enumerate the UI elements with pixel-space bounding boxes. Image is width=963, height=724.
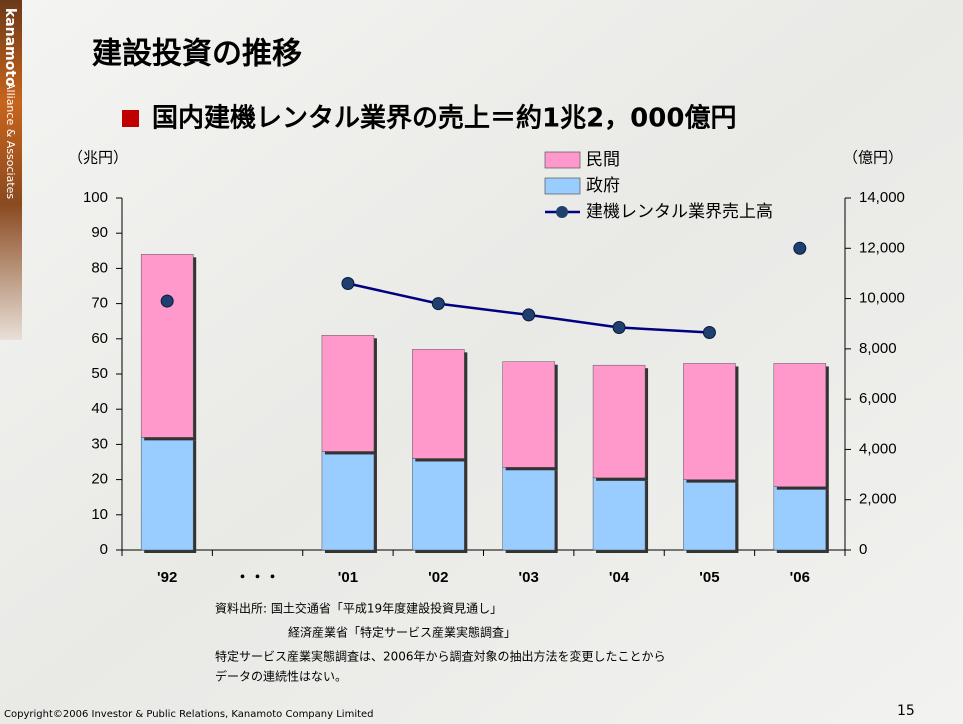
y2-tick-label: 10,000 <box>859 290 905 307</box>
point <box>793 241 807 255</box>
x-tick-label: '92 <box>157 569 177 586</box>
y2-tick-label: 4,000 <box>859 440 897 457</box>
y2-tick-label: 8,000 <box>859 340 897 357</box>
y2-tick-label: 12,000 <box>859 239 905 256</box>
y2-tick-label: 14,000 <box>859 189 905 206</box>
y-tick-label: 50 <box>91 365 108 382</box>
y2-axis-label: （億円） <box>843 149 903 167</box>
note: 資料出所: 国土交通省「平成19年度建設投資見通し」 <box>215 601 502 616</box>
legend-swatch <box>544 177 581 195</box>
bar <box>412 349 465 459</box>
y-tick-label: 40 <box>91 400 108 417</box>
copyright: Copyright©2006 Investor & Public Relatio… <box>4 709 374 720</box>
note: 特定サービス産業実態調査は、2006年から調査対象の抽出方法を変更したことから <box>215 649 666 664</box>
bullet <box>122 110 139 127</box>
y-tick-label: 10 <box>91 506 108 523</box>
note: 経済産業省「特定サービス産業実態調査」 <box>288 625 516 640</box>
y-axis-label: （兆円） <box>68 149 128 167</box>
legend-swatch <box>544 151 581 169</box>
x-tick-label: '05 <box>699 569 719 586</box>
legend-label: 民間 <box>586 150 620 170</box>
logo-tagline: Alliance & Associates <box>4 82 17 199</box>
title: 建設投資の推移 <box>92 37 302 72</box>
bar <box>592 477 646 551</box>
y-tick-label: 70 <box>91 295 108 312</box>
sidebar <box>0 0 22 340</box>
y-tick-label: 30 <box>91 435 108 452</box>
y-tick-label: 80 <box>91 259 108 276</box>
logo-brand: kanamoto <box>2 8 18 87</box>
bar <box>502 467 555 551</box>
y2-tick-label: 0 <box>859 541 867 558</box>
y-tick-label: 100 <box>83 189 108 206</box>
legend-label: 政府 <box>586 176 620 196</box>
y-tick-label: 0 <box>100 541 108 558</box>
point <box>612 320 626 334</box>
bar <box>502 361 555 468</box>
x-tick-label: '02 <box>428 569 448 586</box>
bar <box>773 486 827 551</box>
point <box>522 308 536 322</box>
point <box>341 276 355 290</box>
x-tick-label: '03 <box>519 569 539 586</box>
bar <box>592 364 646 479</box>
bar <box>321 335 375 452</box>
y-tick-label: 90 <box>91 224 108 241</box>
y2-tick-label: 2,000 <box>859 491 897 508</box>
subtitle: 国内建機レンタル業界の売上＝約1兆2，000億円 <box>152 103 736 134</box>
note: データの連続性はない。 <box>215 669 347 684</box>
bar <box>683 363 736 480</box>
legend-label: 建機レンタル業界売上高 <box>586 202 773 222</box>
y2-tick-label: 6,000 <box>859 390 897 407</box>
bar <box>140 437 194 551</box>
x-tick-label: ・・・ <box>235 569 280 586</box>
point <box>702 326 716 340</box>
y-tick-label: 20 <box>91 471 108 488</box>
point <box>160 294 174 308</box>
y-tick-label: 60 <box>91 330 108 347</box>
bar <box>773 363 827 487</box>
x-tick-label: '06 <box>790 569 810 586</box>
bar <box>140 254 194 438</box>
bar <box>321 451 375 551</box>
legend-marker <box>556 206 568 218</box>
bar <box>412 458 465 551</box>
x-tick-label: '04 <box>609 569 630 586</box>
x-tick-label: '01 <box>338 569 358 586</box>
bar <box>683 479 736 551</box>
point <box>431 297 445 311</box>
page-number: 15 <box>897 703 915 719</box>
